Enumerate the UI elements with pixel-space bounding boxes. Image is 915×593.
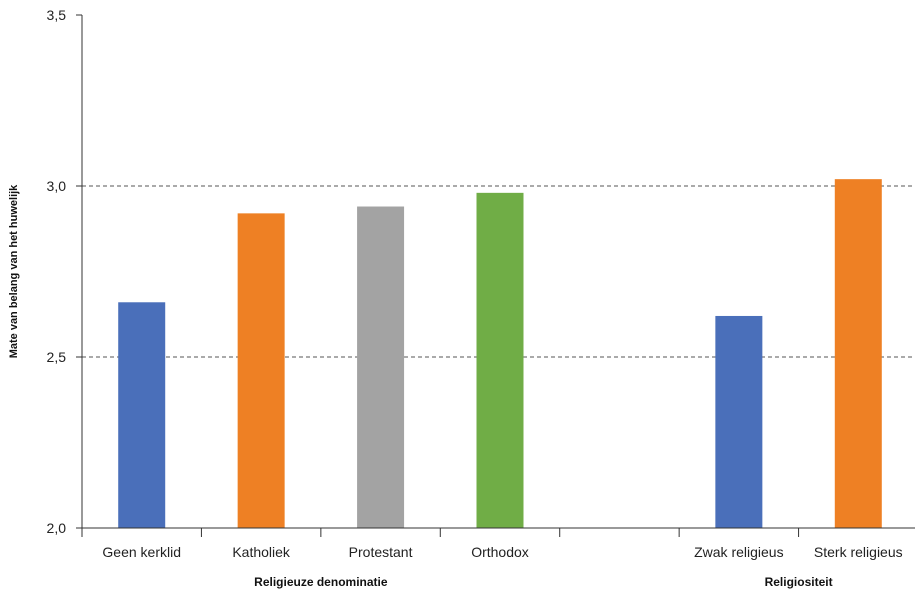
x-tick-labels: Geen kerklid Katholiek Protestant Orthodox Z… xyxy=(81,528,903,560)
x-tick-label: Geen kerklid xyxy=(102,544,181,560)
y-tick-label: 2,0 xyxy=(47,520,67,536)
x-tick-label: Sterk religieus xyxy=(814,544,903,560)
group-label: Religiositeit xyxy=(765,575,833,589)
y-axis-label: Mate van belang van het huwelijk xyxy=(8,184,20,358)
bar xyxy=(834,179,882,528)
x-tick-label: Katholiek xyxy=(232,544,291,560)
group-label: Religieuze denominatie xyxy=(254,575,388,589)
x-tick-label: Orthodox xyxy=(471,544,529,560)
y-tick-label: 3,0 xyxy=(47,178,67,194)
bar xyxy=(715,315,763,528)
bar xyxy=(237,213,285,529)
bar xyxy=(357,206,405,528)
x-tick-label: Protestant xyxy=(349,544,413,560)
bar xyxy=(118,302,166,528)
group-labels: Religieuze denominatie Religiositeit xyxy=(254,575,832,589)
x-tick-label: Zwak religieus xyxy=(694,544,783,560)
bar xyxy=(476,192,524,528)
axes xyxy=(81,15,915,529)
y-tick-label: 3,5 xyxy=(47,7,67,23)
y-tick-label: 2,5 xyxy=(47,349,67,365)
bars xyxy=(118,179,882,529)
y-tick-labels: 2,0 2,5 3,0 3,5 xyxy=(47,7,82,536)
